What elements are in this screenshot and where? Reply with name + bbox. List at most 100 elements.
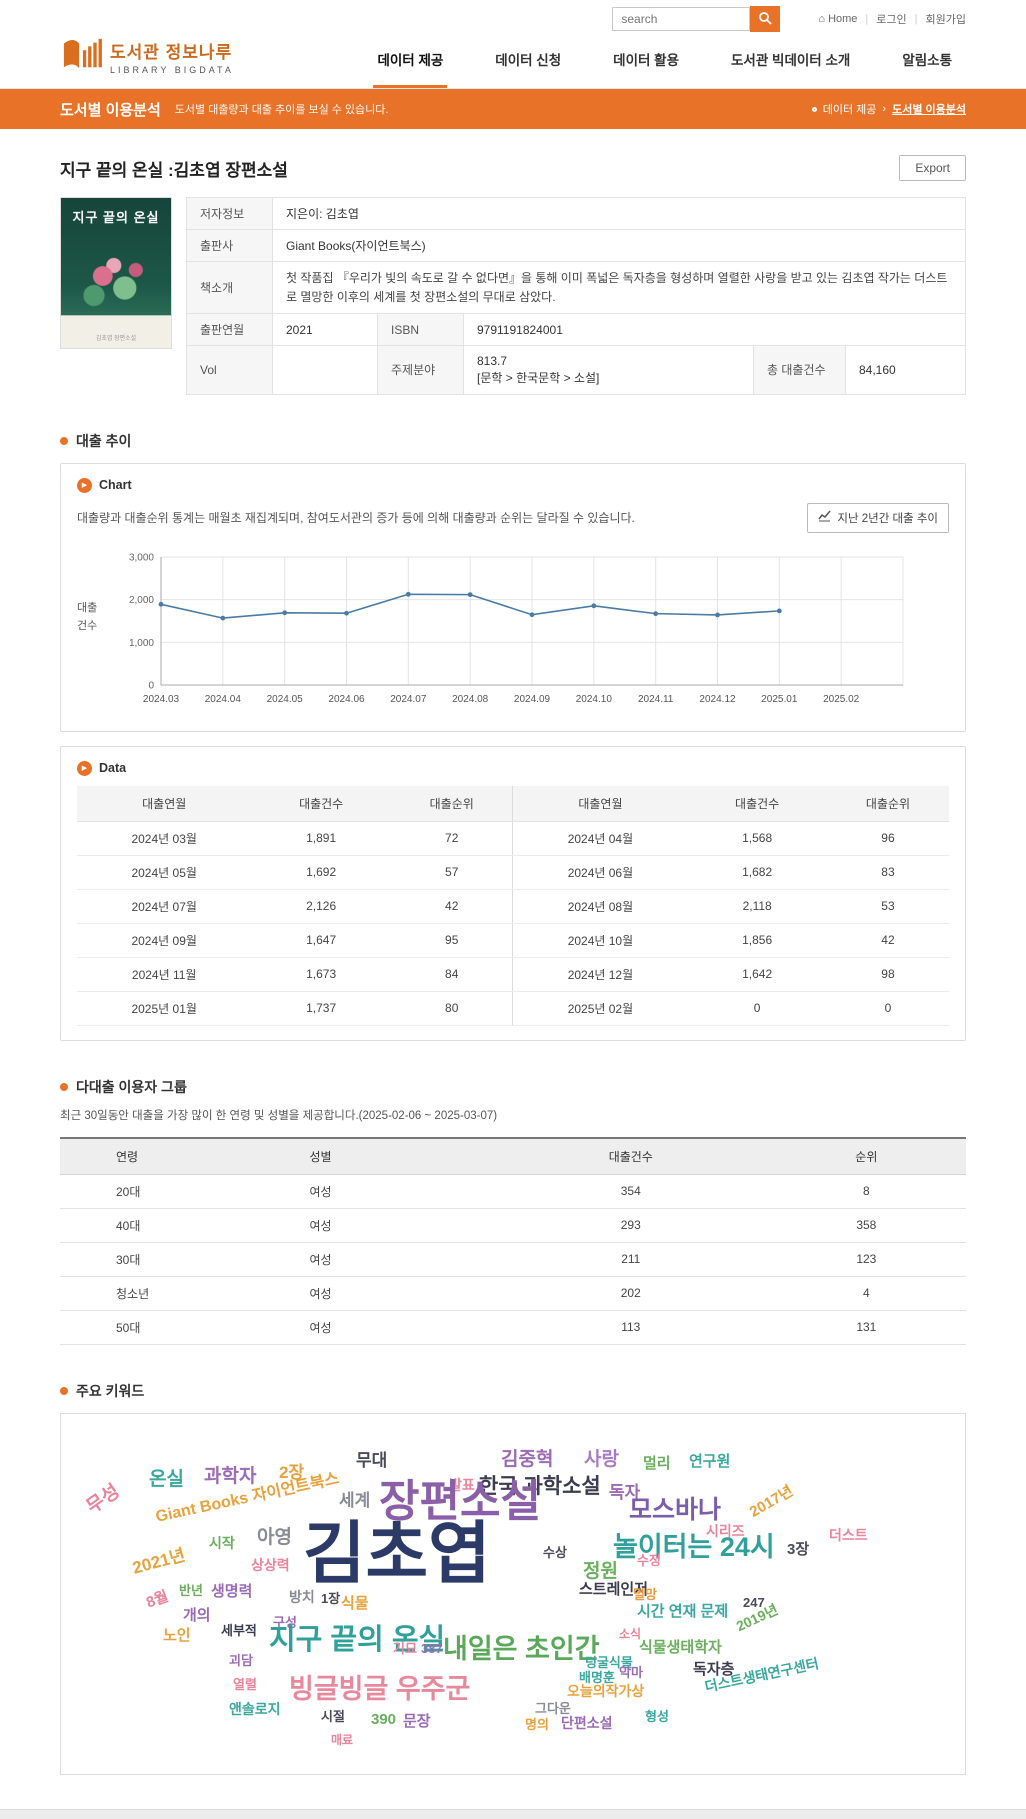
table-cell: 1,673 (251, 957, 391, 992)
table-cell: 0 (687, 991, 827, 1026)
user-group-header: 연령 성별 대출건수 순위 (60, 1137, 966, 1175)
table-cell: 4 (766, 1276, 966, 1311)
keyword: 독자 (609, 1482, 641, 1502)
header: ⌂ Home | 로그인 | 회원가입 (0, 0, 1026, 89)
breadcrumb-parent[interactable]: 데이터 제공 (822, 104, 877, 116)
signup-link[interactable]: 회원가입 (925, 14, 966, 26)
book-info-table: 저자정보 지은이: 김초엽 출판사 Giant Books(자이언트북스) 책소… (186, 197, 966, 395)
table-cell: 293 (494, 1208, 767, 1243)
search-input[interactable] (612, 7, 751, 31)
arrow-circle-icon: ▶ (77, 760, 92, 776)
nav-item-data-provide[interactable]: 데이터 제공 (373, 49, 448, 88)
keyword: 문장 (403, 1712, 431, 1730)
table-cell: 1,568 (687, 821, 827, 856)
keyword: 세부적 (221, 1622, 257, 1638)
arrow-circle-icon: ▶ (77, 477, 92, 493)
table-cell: 여성 (277, 1242, 495, 1277)
vol-value (272, 345, 378, 395)
table-row: 2024년 03월 1,891 72 2024년 04월 1,568 96 (77, 821, 949, 856)
svg-text:2024.09: 2024.09 (514, 694, 551, 705)
keyword: 매료 (331, 1732, 354, 1747)
keyword: 놀이터는 24시 (613, 1531, 775, 1562)
login-link[interactable]: 로그인 (876, 14, 907, 26)
data-box: ▶ Data 대출연월 대출건수 대출순위 대출연월 대출건수 대출순위 2024년 03… (60, 745, 966, 1041)
svg-text:2024.12: 2024.12 (699, 694, 736, 705)
keyword: 형성 (645, 1708, 669, 1724)
table-cell: 2025년 02월 (512, 991, 688, 1026)
page-title: 지구 끝의 온실 :김초엽 장편소설 (60, 160, 288, 180)
table-cell: 8 (766, 1174, 966, 1209)
footer-bar (0, 1808, 1026, 1819)
page-banner: 도서별 이용분석 도서별 대출량과 대출 추이를 보실 수 있습니다. 데이터 … (0, 89, 1026, 129)
table-cell: 354 (494, 1174, 767, 1209)
svg-text:2024.11: 2024.11 (638, 694, 674, 705)
chart-label: Chart (99, 478, 132, 493)
table-row: 2025년 01월 1,737 80 2025년 02월 0 0 (77, 991, 949, 1026)
table-row: 출판연월 2021 ISBN 9791191824001 (186, 313, 966, 347)
section-ring-icon (60, 1386, 68, 1395)
banner-title: 도서별 이용분석 (60, 101, 161, 119)
column-header: 대출건수 (687, 785, 827, 822)
search-button[interactable] (750, 6, 781, 32)
user-group-body: 20대 여성 354 8 40대 여성 293 358 30대 여성 211 123 청소년 여성 202 4… (60, 1174, 966, 1345)
svg-text:2024.07: 2024.07 (390, 694, 427, 705)
keyword: 아영 (257, 1526, 292, 1548)
book-info-section: 지구 끝의 온실 김초엽 장편소설 저자정보 지은이: 김초엽 출판사 Gian… (60, 197, 966, 395)
monthly-loan-table: 대출연월 대출건수 대출순위 대출연월 대출건수 대출순위 2024년 03월 1,891 7… (77, 785, 949, 1026)
book-cover-title: 지구 끝의 온실 (72, 210, 160, 225)
keyword: 1장 (321, 1590, 341, 1606)
keyword: 악마 (619, 1664, 643, 1680)
svg-text:2024.03: 2024.03 (143, 694, 180, 705)
table-row: 2024년 07월 2,126 42 2024년 08월 2,118 53 (77, 889, 949, 924)
svg-text:2025.02: 2025.02 (823, 694, 860, 705)
table-cell: 123 (766, 1242, 966, 1277)
intro-label: 책소개 (186, 260, 273, 315)
vol-label: Vol (186, 345, 273, 395)
chart-box: ▶ Chart 대출량과 대출순위 통계는 매월초 재집계되며, 참여도서관의 … (60, 462, 966, 732)
keyword: 단편소설 (561, 1714, 613, 1731)
keyword: 기묘 (393, 1640, 417, 1656)
keyword: 덩굴식물 (585, 1654, 633, 1670)
column-header: 대출연월 (77, 785, 252, 822)
table-cell: 2024년 11월 (77, 957, 252, 992)
keyword: 그다운 (535, 1700, 571, 1716)
subject-code: 813.7 (477, 354, 508, 369)
logo-icon (60, 35, 102, 78)
column-header: 대출건수 (494, 1137, 767, 1175)
keyword: 반년 (179, 1582, 203, 1598)
banner-subtitle: 도서별 대출량과 대출 추이를 보실 수 있습니다. (174, 104, 389, 116)
table-cell: 42 (390, 889, 513, 924)
nav-item-data-request[interactable]: 데이터 신청 (495, 53, 562, 68)
table-cell: 2024년 07월 (77, 889, 252, 924)
keyword: 8월 (144, 1587, 171, 1612)
keyword: 2장 (279, 1462, 305, 1482)
keyword: 시절 (321, 1708, 345, 1724)
svg-text:1,000: 1,000 (129, 638, 154, 649)
range-toggle-button[interactable]: 지난 2년간 대출 추이 (807, 502, 949, 533)
keyword: 정원 (583, 1560, 618, 1582)
svg-text:2024.10: 2024.10 (576, 694, 613, 705)
table-cell: 20대 (60, 1174, 278, 1209)
author-value: 지은이: 김초엽 (272, 197, 966, 230)
search-icon (758, 11, 772, 28)
main-nav: 데이터 제공 데이터 신청 데이터 활용 도서관 빅데이터 소개 알림소통 (373, 49, 966, 88)
home-link[interactable]: ⌂ Home (818, 13, 858, 25)
export-button[interactable]: Export (899, 155, 966, 181)
section-ring-icon (60, 1082, 68, 1091)
keyword: 사랑 (584, 1448, 619, 1470)
nav-item-notice[interactable]: 알림소통 (902, 53, 952, 68)
breadcrumb-current[interactable]: 도서별 이용분석 (892, 104, 966, 116)
keyword-cloud: 무대 김중혁 사랑 멀리 연구원 온실 과학자 2장 무성 발표 한국 과학소설 독자 모스바나 2017… (60, 1412, 966, 1775)
svg-text:2024.04: 2024.04 (205, 694, 242, 705)
logo[interactable]: 도서관 정보나루 LIBRARY BIGDATA (60, 35, 234, 78)
logo-text: 도서관 정보나루 LIBRARY BIGDATA (110, 38, 234, 75)
keyword: 무성 (82, 1480, 124, 1518)
nav-item-data-usage[interactable]: 데이터 활용 (613, 53, 680, 68)
table-cell: 2024년 03월 (77, 821, 252, 856)
keyword: 식물생태학자 (639, 1638, 722, 1656)
keyword: 멸망 (633, 1586, 657, 1602)
svg-text:3,000: 3,000 (129, 552, 154, 563)
table-cell: 2025년 01월 (77, 991, 252, 1026)
table-cell: 30대 (60, 1242, 278, 1277)
nav-item-bigdata-intro[interactable]: 도서관 빅데이터 소개 (731, 53, 851, 68)
